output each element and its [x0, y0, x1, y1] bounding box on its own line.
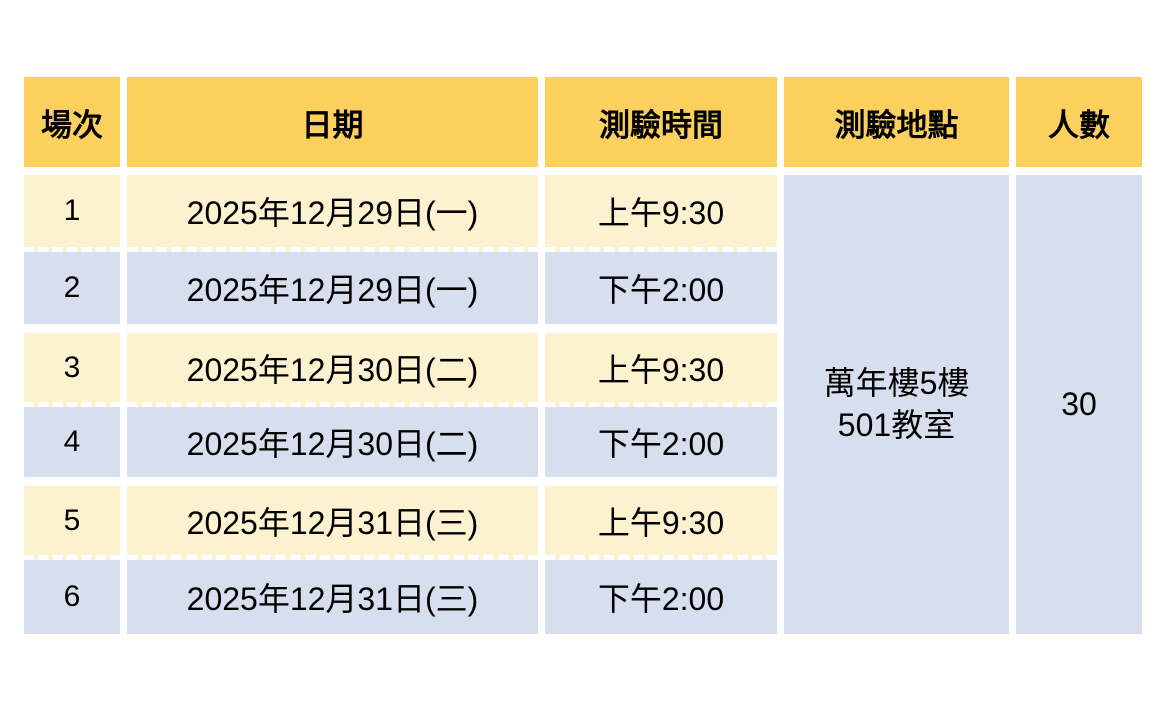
date-cell: 2025年12月31日(三)	[127, 486, 538, 560]
time-cell: 下午2:00	[545, 560, 777, 634]
capacity-cell: 30	[1016, 175, 1142, 634]
session-cell: 4	[24, 407, 120, 486]
header-location: 測驗地點	[784, 77, 1009, 175]
session-cell: 5	[24, 486, 120, 560]
schedule-table: 場次 日期 測驗時間 測驗地點 人數 1 2025年12月29日(一) 上午9:…	[24, 77, 1142, 634]
date-cell: 2025年12月31日(三)	[127, 560, 538, 634]
date-cell: 2025年12月29日(一)	[127, 175, 538, 252]
header-session: 場次	[24, 77, 120, 175]
header-count: 人數	[1016, 77, 1142, 175]
date-cell: 2025年12月29日(一)	[127, 252, 538, 333]
time-cell: 上午9:30	[545, 486, 777, 560]
time-cell: 上午9:30	[545, 333, 777, 407]
header-date: 日期	[127, 77, 538, 175]
date-cell: 2025年12月30日(二)	[127, 333, 538, 407]
time-cell: 下午2:00	[545, 407, 777, 486]
date-cell: 2025年12月30日(二)	[127, 407, 538, 486]
location-line2: 501教室	[837, 406, 956, 443]
time-cell: 上午9:30	[545, 175, 777, 252]
time-cell: 下午2:00	[545, 252, 777, 333]
session-cell: 3	[24, 333, 120, 407]
location-line1: 萬年樓5樓	[823, 364, 970, 401]
session-cell: 2	[24, 252, 120, 333]
header-time: 測驗時間	[545, 77, 777, 175]
session-cell: 1	[24, 175, 120, 252]
location-cell: 萬年樓5樓 501教室	[784, 175, 1009, 634]
session-cell: 6	[24, 560, 120, 634]
